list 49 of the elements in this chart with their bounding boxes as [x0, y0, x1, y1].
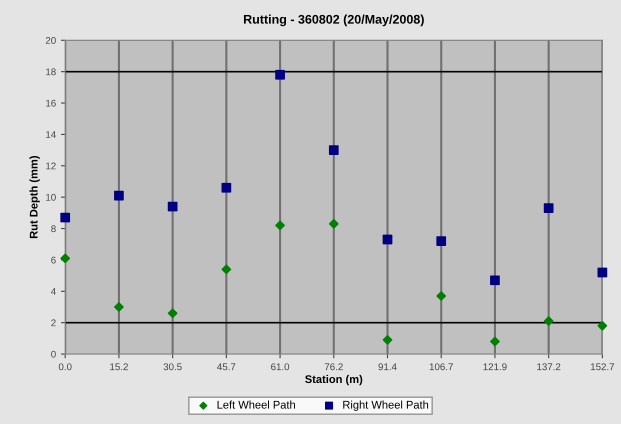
point — [490, 275, 500, 286]
point — [168, 202, 178, 212]
point — [544, 316, 554, 326]
point — [436, 291, 446, 301]
chart-title: Rutting - 360802 (20/May/2008) — [244, 14, 424, 26]
point — [221, 182, 232, 193]
y-tick-label: 8 — [51, 225, 56, 232]
y-tick-label: 0 — [51, 350, 56, 358]
point — [221, 264, 232, 274]
point — [275, 220, 285, 230]
x-tick-label: 137.2 — [537, 363, 560, 370]
point — [168, 308, 178, 318]
y-tick-label: 14 — [46, 131, 56, 138]
x-tick-label: 45.7 — [217, 363, 236, 370]
x-tick-label: 91.4 — [378, 363, 397, 370]
point — [382, 234, 392, 244]
y-tick-label: 2 — [51, 319, 56, 326]
y-tick-label: 6 — [51, 256, 56, 264]
point — [275, 70, 285, 80]
point — [114, 190, 124, 200]
y-tick-label: 10 — [46, 194, 56, 201]
x-tick-label: 15.2 — [110, 363, 128, 370]
point — [328, 218, 339, 229]
x-tick-label: 76.2 — [324, 363, 343, 370]
x-axis-title: Station (m) — [305, 374, 362, 386]
x-tick-label: 30.5 — [164, 363, 182, 370]
y-axis-title: Rut Depth (mm) — [29, 156, 40, 238]
legend-label: Right Wheel Path — [343, 400, 428, 411]
point — [60, 253, 70, 264]
point — [382, 335, 392, 345]
point — [598, 268, 608, 278]
y-tick-label: 20 — [46, 37, 56, 44]
point — [436, 236, 446, 246]
x-tick-label: 61.0 — [271, 363, 290, 370]
x-tick-label: 121.9 — [484, 363, 507, 370]
point — [328, 145, 339, 155]
point — [114, 302, 124, 312]
y-tick-label: 18 — [46, 68, 56, 76]
legend-label: Left Wheel Path — [218, 400, 295, 409]
point — [60, 212, 70, 222]
y-tick-label: 4 — [50, 288, 56, 295]
y-tick-label: 12 — [46, 162, 56, 170]
x-tick-label: 152.7 — [590, 363, 614, 370]
point — [544, 203, 554, 214]
point — [490, 336, 500, 346]
point — [598, 320, 608, 331]
y-tick-label: 16 — [46, 100, 56, 107]
x-tick-label: 106.7 — [430, 363, 453, 370]
x-tick-label: 0.0 — [58, 363, 72, 370]
